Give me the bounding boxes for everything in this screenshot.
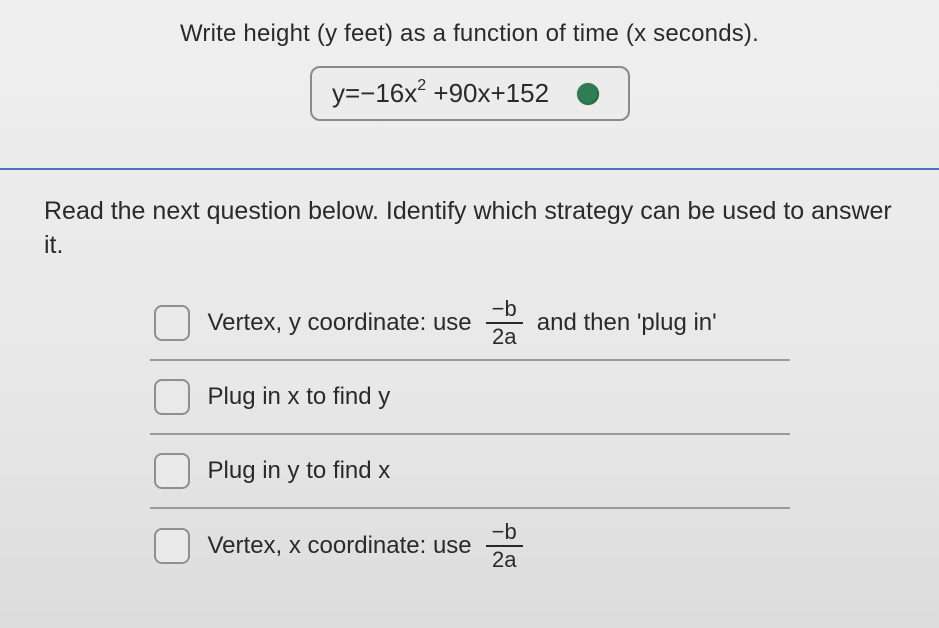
- option-text: Plug in x to find y: [208, 383, 391, 411]
- prompt-bottom: Read the next question below. Identify w…: [44, 195, 895, 263]
- fraction: −b 2a: [486, 298, 523, 348]
- option-text: Vertex, y coordinate: use −b 2a and then…: [208, 298, 717, 348]
- option-text: Plug in y to find x: [208, 457, 391, 485]
- answer-exponent: 2: [417, 77, 426, 94]
- option-row[interactable]: Vertex, y coordinate: use −b 2a and then…: [150, 287, 790, 361]
- option-row[interactable]: Plug in y to find x: [150, 435, 790, 509]
- option-pre: Vertex, x coordinate: use: [208, 532, 472, 560]
- option-row[interactable]: Plug in x to find y: [150, 361, 790, 435]
- fraction-denominator: 2a: [486, 549, 522, 571]
- answer-box[interactable]: y=−16x2 +90x+152: [310, 66, 630, 121]
- fraction: −b 2a: [486, 521, 523, 571]
- bottom-section: Read the next question below. Identify w…: [44, 195, 895, 583]
- fraction-denominator: 2a: [486, 326, 522, 348]
- correct-indicator-icon: [577, 83, 599, 105]
- option-text: Vertex, x coordinate: use −b 2a: [208, 521, 529, 571]
- page: Write height (y feet) as a function of t…: [0, 0, 939, 628]
- option-post: and then 'plug in': [537, 309, 717, 337]
- option-row[interactable]: Vertex, x coordinate: use −b 2a: [150, 509, 790, 583]
- checkbox[interactable]: [154, 453, 190, 489]
- answer-formula: y=−16x2 +90x+152: [332, 78, 549, 109]
- top-section: Write height (y feet) as a function of t…: [40, 20, 899, 121]
- checkbox[interactable]: [154, 305, 190, 341]
- option-pre: Plug in y to find x: [208, 457, 391, 485]
- checkbox[interactable]: [154, 379, 190, 415]
- options-list: Vertex, y coordinate: use −b 2a and then…: [150, 287, 790, 583]
- fraction-numerator: −b: [486, 298, 523, 320]
- section-divider: [0, 168, 939, 170]
- option-pre: Plug in x to find y: [208, 383, 391, 411]
- option-pre: Vertex, y coordinate: use: [208, 309, 472, 337]
- answer-prefix: y=−16x: [332, 78, 417, 108]
- fraction-numerator: −b: [486, 521, 523, 543]
- prompt-top: Write height (y feet) as a function of t…: [40, 20, 899, 48]
- answer-suffix: +90x+152: [426, 78, 549, 108]
- checkbox[interactable]: [154, 528, 190, 564]
